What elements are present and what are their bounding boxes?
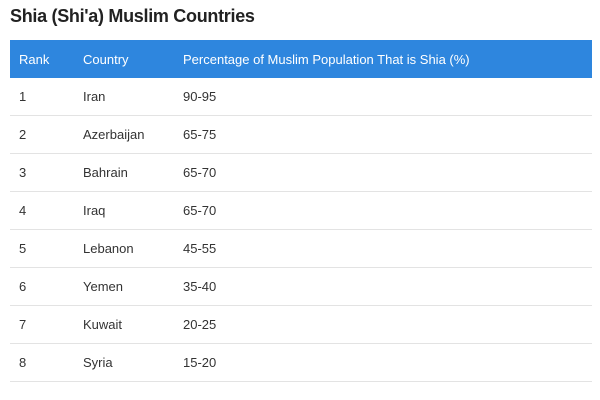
table-cell: 20-25 bbox=[183, 305, 592, 344]
table-cell: Kuwait bbox=[83, 305, 183, 344]
table-cell: 65-75 bbox=[183, 115, 592, 154]
table-header: Rank Country Percentage of Muslim Popula… bbox=[10, 40, 592, 78]
table-cell: 6 bbox=[10, 267, 83, 306]
table-cell: 2 bbox=[10, 115, 83, 154]
table-row: 1 Iran 90-95 bbox=[10, 78, 592, 116]
table-row: 3 Bahrain 65-70 bbox=[10, 153, 592, 192]
table-row: 8 Syria 15-20 bbox=[10, 343, 592, 382]
table-cell: 7 bbox=[10, 305, 83, 344]
table-row: 5 Lebanon 45-55 bbox=[10, 229, 592, 268]
table-cell: Iraq bbox=[83, 191, 183, 230]
table-cell: 3 bbox=[10, 153, 83, 192]
data-table: Rank Country Percentage of Muslim Popula… bbox=[10, 40, 592, 382]
table-cell: Yemen bbox=[83, 267, 183, 306]
table-row: 7 Kuwait 20-25 bbox=[10, 305, 592, 344]
table-cell: Iran bbox=[83, 78, 183, 116]
table-row: 2 Azerbaijan 65-75 bbox=[10, 115, 592, 154]
column-header: Rank bbox=[10, 40, 83, 78]
column-header: Percentage of Muslim Population That is … bbox=[183, 40, 592, 78]
table-cell: 35-40 bbox=[183, 267, 592, 306]
table-cell: 90-95 bbox=[183, 78, 592, 116]
table-cell: 65-70 bbox=[183, 153, 592, 192]
table-cell: 5 bbox=[10, 229, 83, 268]
table-cell: 8 bbox=[10, 343, 83, 382]
page-title: Shia (Shi'a) Muslim Countries bbox=[10, 6, 255, 26]
column-header: Country bbox=[83, 40, 183, 78]
table-cell: Azerbaijan bbox=[83, 115, 183, 154]
table-cell: 15-20 bbox=[183, 343, 592, 382]
header-row: Rank Country Percentage of Muslim Popula… bbox=[10, 40, 592, 78]
table-row: 6 Yemen 35-40 bbox=[10, 267, 592, 306]
table-row: 4 Iraq 65-70 bbox=[10, 191, 592, 230]
table-cell: 1 bbox=[10, 78, 83, 116]
table-cell: 45-55 bbox=[183, 229, 592, 268]
table-cell: 4 bbox=[10, 191, 83, 230]
table-cell: Syria bbox=[83, 343, 183, 382]
table-body: 1 Iran 90-95 2 Azerbaijan 65-75 3 Bahrain 65-70 4… bbox=[10, 78, 592, 382]
table-cell: Lebanon bbox=[83, 229, 183, 268]
table-cell: Bahrain bbox=[83, 153, 183, 192]
table-cell: 65-70 bbox=[183, 191, 592, 230]
